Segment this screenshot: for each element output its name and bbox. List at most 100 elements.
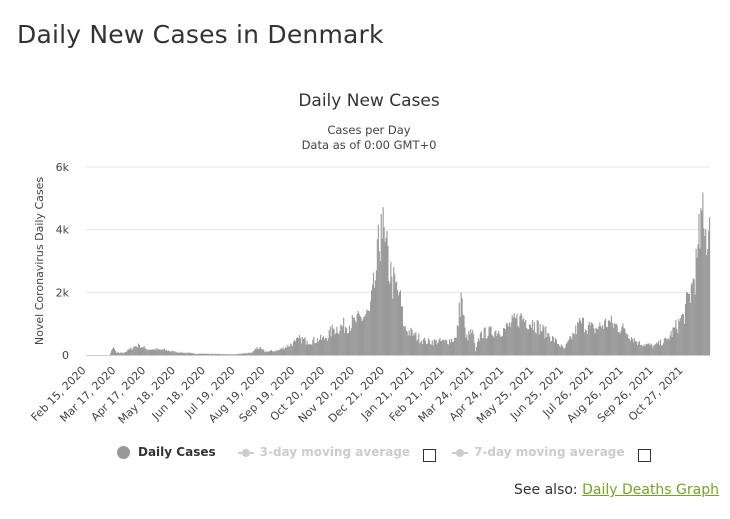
bar	[439, 338, 441, 355]
bar	[645, 343, 647, 355]
bar	[461, 298, 463, 355]
bar	[601, 327, 603, 355]
3day-average-checkbox[interactable]	[423, 448, 437, 462]
bar	[408, 330, 410, 355]
bar	[563, 348, 565, 355]
daily-deaths-graph-link[interactable]: Daily Deaths Graph	[582, 482, 719, 498]
bar	[223, 354, 225, 355]
bar	[609, 322, 611, 355]
bar	[429, 344, 431, 355]
bar	[181, 352, 183, 355]
bar	[494, 331, 496, 355]
bars	[110, 192, 711, 355]
bar	[533, 322, 535, 355]
bar	[559, 346, 561, 355]
bar	[627, 334, 629, 355]
bar	[674, 327, 676, 355]
bar	[356, 313, 358, 355]
bar	[311, 344, 313, 355]
bar	[604, 320, 606, 355]
bar	[550, 341, 552, 355]
bar	[286, 347, 288, 355]
see-also: See also: Daily Deaths Graph	[514, 482, 719, 498]
bar	[129, 348, 131, 355]
bar	[201, 353, 203, 355]
bar	[171, 350, 173, 355]
bar	[629, 338, 631, 355]
bar	[343, 317, 345, 355]
bar	[332, 328, 334, 355]
bar	[554, 342, 556, 355]
bar	[249, 353, 251, 355]
bar	[312, 339, 314, 355]
bar	[651, 344, 653, 355]
bar	[502, 327, 505, 355]
bar	[644, 346, 646, 355]
bar	[281, 349, 283, 355]
bar	[376, 239, 378, 355]
bar	[242, 353, 244, 355]
bar	[597, 329, 599, 355]
bar	[161, 349, 163, 355]
bar	[329, 326, 331, 355]
bar	[623, 328, 625, 355]
bar	[244, 353, 246, 355]
line-marker-icon	[237, 446, 254, 459]
bar	[145, 348, 147, 355]
bar	[384, 242, 386, 355]
7day-average-checkbox[interactable]	[637, 448, 651, 462]
bar	[255, 348, 257, 355]
bar	[628, 338, 630, 355]
legend-3day-average[interactable]: 3-day moving average	[237, 445, 410, 459]
bar	[692, 278, 694, 355]
bar	[136, 346, 138, 355]
bar	[539, 323, 541, 355]
grid-lines	[86, 166, 710, 293]
bar	[455, 337, 457, 355]
bar	[588, 321, 590, 355]
bar	[194, 353, 196, 355]
bar	[258, 349, 260, 355]
bar	[632, 342, 635, 355]
bar	[684, 323, 686, 355]
bar	[355, 322, 357, 355]
bar	[398, 295, 400, 355]
bar	[379, 261, 381, 355]
bar	[164, 348, 166, 355]
bar	[248, 352, 250, 355]
bar	[544, 338, 546, 355]
bar	[345, 326, 347, 355]
bar	[347, 333, 350, 355]
bar	[163, 349, 165, 355]
bar	[402, 325, 404, 355]
bar	[141, 347, 143, 355]
bar	[349, 331, 351, 355]
legend-daily-cases[interactable]: Daily Cases	[117, 445, 216, 459]
bar	[684, 304, 687, 355]
bar	[442, 339, 444, 355]
bar	[112, 347, 115, 355]
bar	[662, 343, 664, 355]
bar	[659, 339, 662, 355]
bar	[451, 341, 454, 355]
bar	[324, 337, 326, 355]
bar	[506, 323, 508, 355]
bar	[351, 315, 353, 355]
bar	[653, 345, 655, 355]
bar	[369, 311, 371, 355]
bar	[631, 337, 633, 355]
bar	[367, 310, 369, 355]
bar	[633, 338, 636, 355]
bar	[197, 354, 199, 355]
bar	[346, 328, 348, 355]
bar	[541, 331, 543, 355]
bar	[295, 338, 298, 355]
bar	[209, 353, 211, 355]
bar	[508, 322, 510, 355]
bar	[434, 340, 436, 355]
bar	[698, 213, 700, 355]
bar	[578, 322, 580, 355]
bar	[344, 332, 346, 355]
bar	[127, 349, 129, 355]
legend-7day-average[interactable]: 7-day moving average	[452, 445, 625, 459]
